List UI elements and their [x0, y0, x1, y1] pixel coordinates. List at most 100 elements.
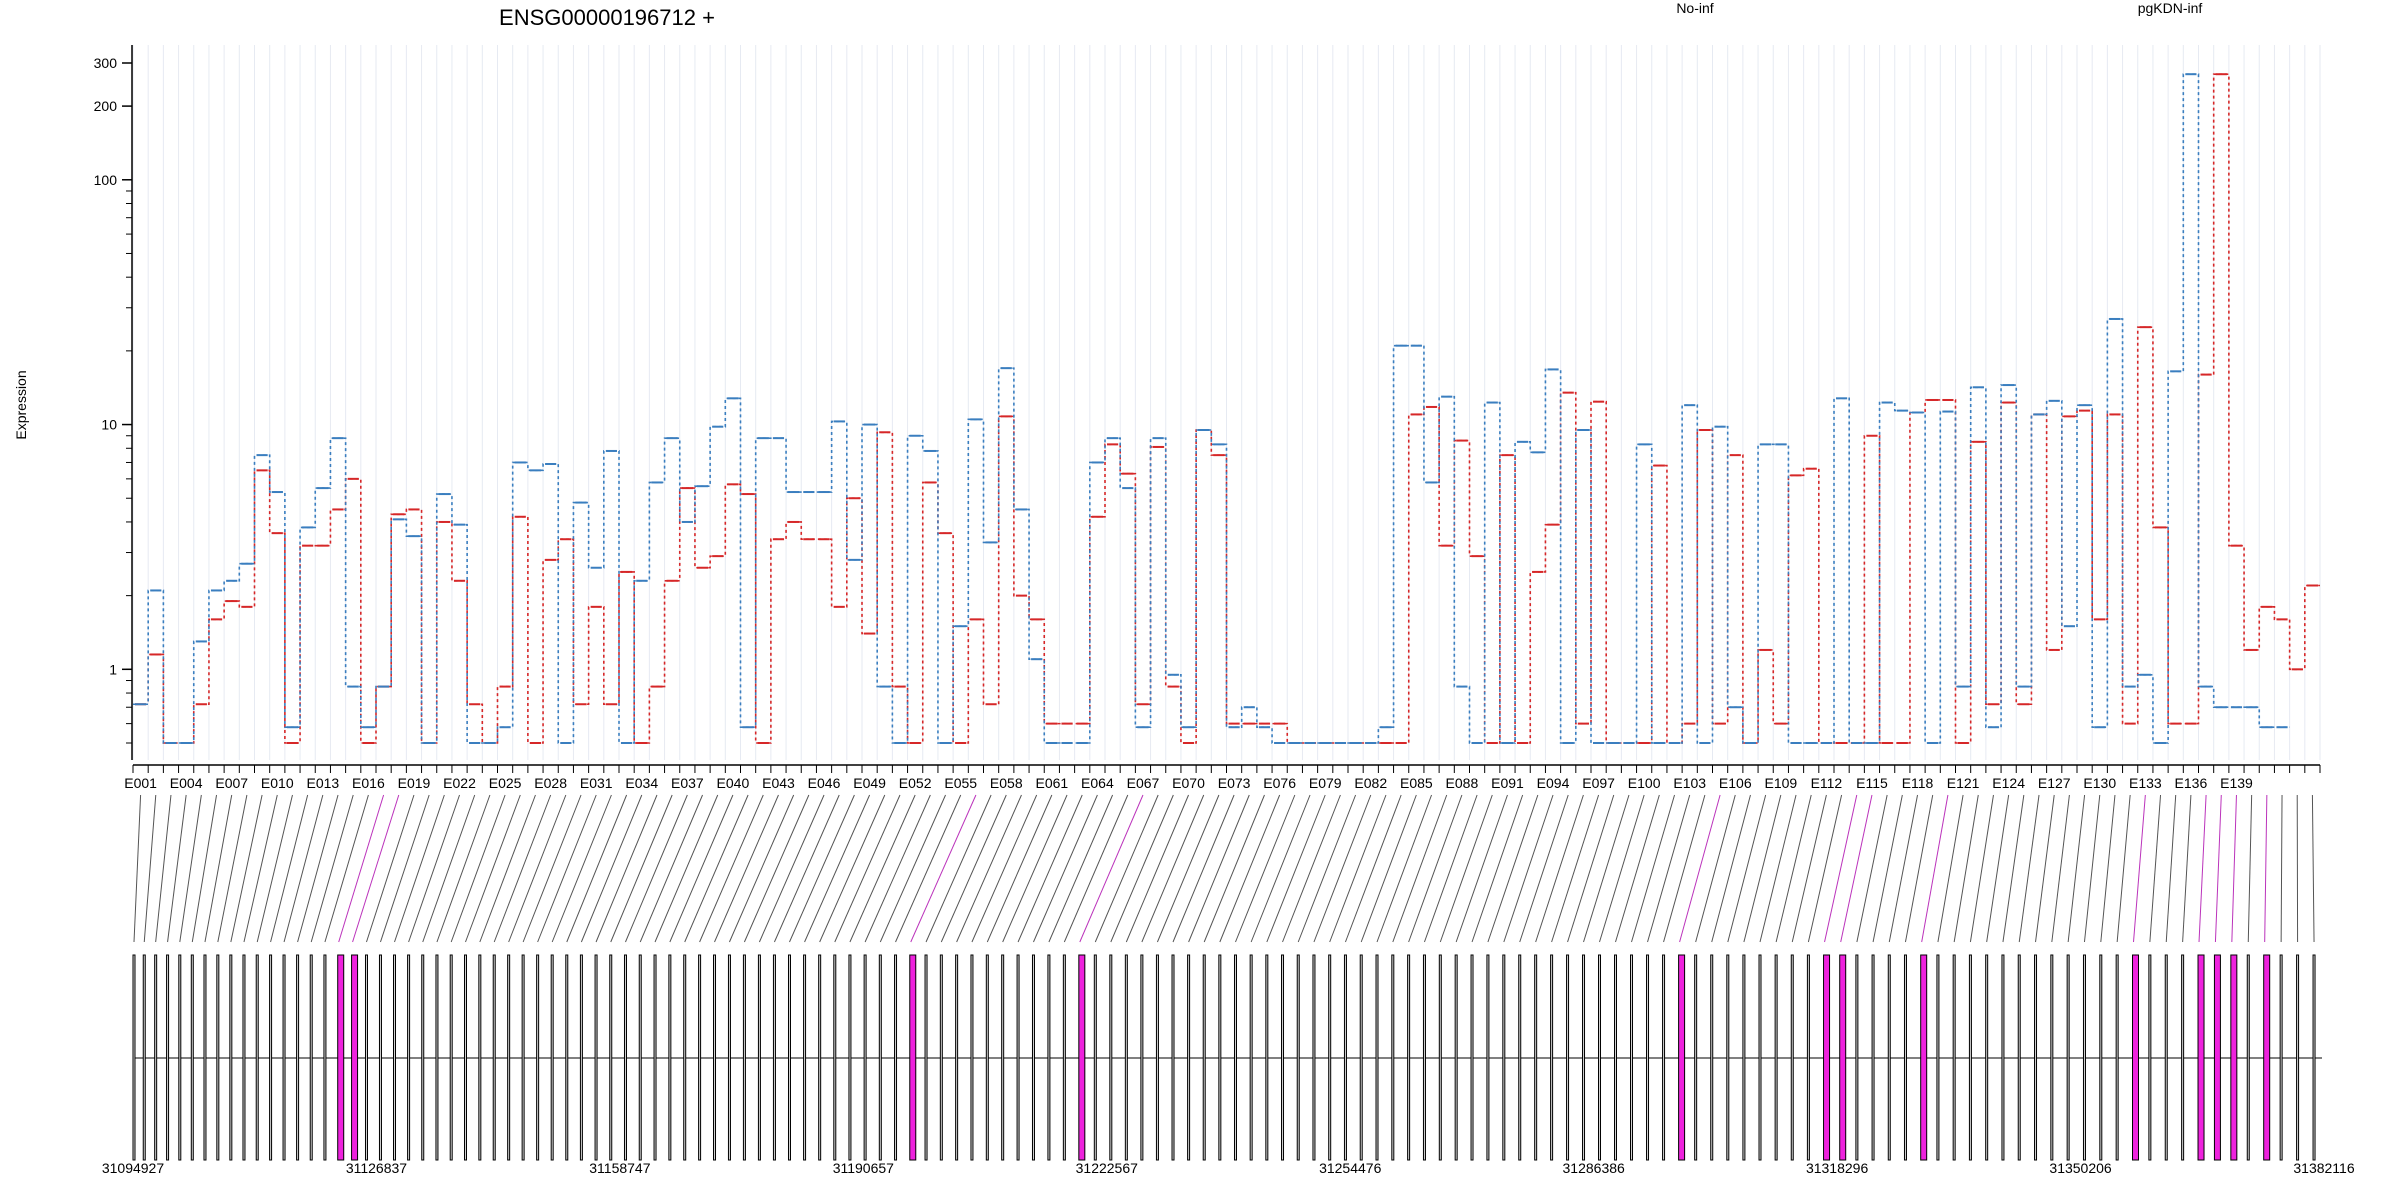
exon-connector: [669, 794, 734, 943]
exon-block: [1093, 954, 1097, 1161]
exon-block: [1312, 954, 1316, 1161]
x-tick-label: E094: [1537, 775, 1570, 791]
exon-block: [2115, 954, 2119, 1161]
x-tick-label: E064: [1081, 775, 1114, 791]
exon-block: [351, 954, 359, 1161]
exon-connector: [1631, 794, 1676, 943]
exon-connector: [1663, 794, 1706, 943]
exon-block: [154, 954, 158, 1161]
x-tick-label: E001: [124, 775, 157, 791]
exon-block: [166, 954, 170, 1161]
exon-connector: [1344, 794, 1402, 943]
exon-block: [1694, 954, 1698, 1161]
exon-block: [507, 954, 511, 1161]
exon-connector: [2035, 794, 2055, 943]
exon-block: [378, 954, 382, 1161]
exon-block: [803, 954, 807, 1161]
exon-block: [1903, 954, 1907, 1161]
exon-block: [924, 954, 928, 1161]
exon-block: [1328, 954, 1332, 1161]
exon-connector: [2018, 794, 2040, 943]
exon-connector: [352, 794, 400, 943]
exon-connector: [1471, 794, 1524, 943]
exon-block: [1598, 954, 1602, 1161]
exon-block: [970, 954, 974, 1161]
exon-block: [2246, 954, 2250, 1161]
exon-block: [1001, 954, 1005, 1161]
exon-connector: [849, 794, 916, 943]
exon-connector: [1313, 794, 1372, 943]
exon-connector: [2051, 794, 2070, 943]
exon-block: [909, 954, 917, 1161]
genomic-tick-label: 31126837: [346, 1160, 407, 1176]
exon-block: [1646, 954, 1650, 1161]
genomic-tick-label: 31190657: [833, 1160, 894, 1176]
exon-connector: [1647, 794, 1691, 943]
exon-connector: [595, 794, 658, 943]
exon-connector: [508, 794, 567, 943]
exon-connector: [493, 794, 552, 943]
x-tick-label: E124: [1992, 775, 2025, 791]
exon-connector: [879, 794, 946, 943]
exon-block: [2066, 954, 2070, 1161]
exon-block: [2082, 954, 2086, 1161]
exon-connector: [1615, 794, 1660, 943]
exon-block: [1109, 954, 1113, 1161]
x-tick-label: E016: [352, 775, 385, 791]
exon-block: [1187, 954, 1191, 1161]
exon-block: [1855, 954, 1859, 1161]
exon-connector: [1856, 794, 1888, 943]
exon-block: [2148, 954, 2152, 1161]
exon-block: [1218, 954, 1222, 1161]
exon-block: [787, 954, 791, 1161]
exon-connector: [1110, 794, 1174, 943]
exon-block: [393, 954, 397, 1161]
exon-connector: [1033, 794, 1098, 943]
exon-connector: [1203, 794, 1265, 943]
x-tick-label: E019: [398, 775, 431, 791]
exon-block: [2279, 954, 2283, 1161]
exon-block: [833, 954, 837, 1161]
exon-block: [132, 954, 136, 1161]
exon-block: [142, 954, 146, 1161]
exon-connector: [310, 794, 354, 943]
exon-block: [550, 954, 554, 1161]
exon-connector: [2083, 794, 2101, 943]
exon-connector: [1048, 794, 1114, 943]
exon-connector: [1904, 794, 1934, 943]
exon-connector: [1002, 794, 1068, 943]
y-axis-label: Expression: [13, 370, 29, 439]
exon-block: [337, 954, 345, 1161]
x-tick-label: E088: [1446, 775, 1479, 791]
exon-connector: [1583, 794, 1630, 943]
x-tick-label: E085: [1400, 775, 1433, 791]
exon-connector: [1551, 794, 1600, 943]
exon-connector: [834, 794, 901, 943]
exon-block: [1470, 954, 1474, 1161]
exon-connector: [1487, 794, 1539, 943]
exon-block: [178, 954, 182, 1161]
exon-block: [435, 954, 439, 1161]
exon-block: [939, 954, 943, 1161]
exon-connector: [971, 794, 1038, 943]
exon-connector: [864, 794, 931, 943]
exon-block: [1140, 954, 1144, 1161]
exon-connector: [191, 794, 218, 943]
chart-title: ENSG00000196712 +: [499, 5, 715, 30]
exon-block: [698, 954, 702, 1161]
exon-block: [1062, 954, 1066, 1161]
exon-connector: [1743, 794, 1782, 943]
exon-connector: [1266, 794, 1326, 943]
exon-connector: [1250, 794, 1311, 943]
y-tick-label: 1: [109, 661, 117, 677]
exon-connector: [2149, 794, 2162, 943]
exon-connector: [1888, 794, 1919, 943]
exon-connector: [450, 794, 506, 943]
genomic-coordinate-axis: 31094927 31126837 31158747 31190657 31222567…: [102, 1160, 2355, 1176]
x-tick-label: E007: [215, 775, 248, 791]
exon-block: [255, 954, 259, 1161]
exon-block: [1614, 954, 1618, 1161]
exon-connector: [2214, 794, 2222, 943]
exon-block: [668, 954, 672, 1161]
exon-block: [2132, 954, 2140, 1161]
